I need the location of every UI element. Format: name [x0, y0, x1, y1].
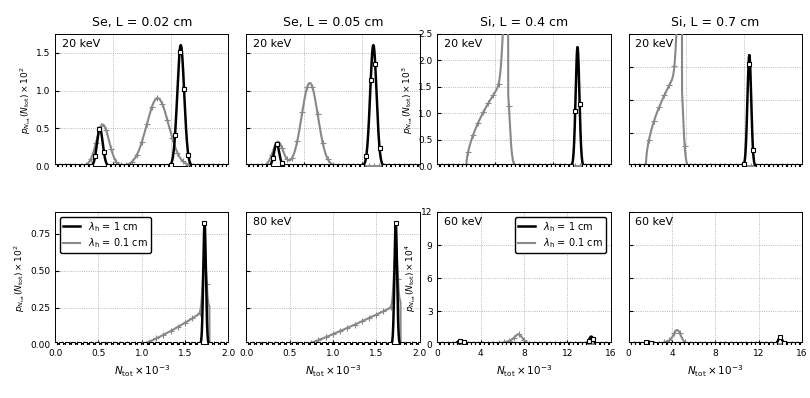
X-axis label: $N_{\rm tot} \times 10^{-3}$: $N_{\rm tot} \times 10^{-3}$ [687, 364, 744, 379]
Legend: $\lambda_{\rm h}$ = 1 cm, $\lambda_{\rm h}$ = 0.1 cm: $\lambda_{\rm h}$ = 1 cm, $\lambda_{\rm … [60, 217, 151, 253]
Text: 60 keV: 60 keV [636, 217, 674, 227]
Text: 80 keV: 80 keV [62, 217, 100, 227]
Text: 20 keV: 20 keV [636, 39, 674, 49]
Text: 20 keV: 20 keV [62, 39, 100, 49]
Text: 60 keV: 60 keV [445, 217, 483, 227]
Y-axis label: $p_{N_{\rm tot}}(N_{\rm tot}) \times 10^2$: $p_{N_{\rm tot}}(N_{\rm tot}) \times 10^… [18, 66, 33, 134]
Text: 20 keV: 20 keV [254, 39, 292, 49]
X-axis label: $N_{\rm tot} \times 10^{-3}$: $N_{\rm tot} \times 10^{-3}$ [305, 364, 361, 379]
Text: Si, L = 0.7 cm: Si, L = 0.7 cm [671, 16, 759, 29]
X-axis label: $N_{\rm tot} \times 10^{-3}$: $N_{\rm tot} \times 10^{-3}$ [496, 364, 552, 379]
Text: 80 keV: 80 keV [254, 217, 292, 227]
Y-axis label: $p_{N_{\rm tot}}(N_{\rm tot}) \times 10^4$: $p_{N_{\rm tot}}(N_{\rm tot}) \times 10^… [403, 244, 419, 312]
Legend: $\lambda_{\rm h}$ = 1 cm, $\lambda_{\rm h}$ = 0.1 cm: $\lambda_{\rm h}$ = 1 cm, $\lambda_{\rm … [515, 217, 606, 253]
Y-axis label: $p_{N_{\rm tot}}(N_{\rm tot}) \times 10^2$: $p_{N_{\rm tot}}(N_{\rm tot}) \times 10^… [12, 244, 28, 312]
Text: Si, L = 0.4 cm: Si, L = 0.4 cm [480, 16, 568, 29]
Text: Se, L = 0.05 cm: Se, L = 0.05 cm [283, 16, 383, 29]
Text: 20 keV: 20 keV [445, 39, 483, 49]
X-axis label: $N_{\rm tot} \times 10^{-3}$: $N_{\rm tot} \times 10^{-3}$ [113, 364, 170, 379]
Y-axis label: $p_{N_{\rm tot}}(N_{\rm tot}) \times 10^3$: $p_{N_{\rm tot}}(N_{\rm tot}) \times 10^… [400, 66, 416, 134]
Text: Se, L = 0.02 cm: Se, L = 0.02 cm [92, 16, 192, 29]
